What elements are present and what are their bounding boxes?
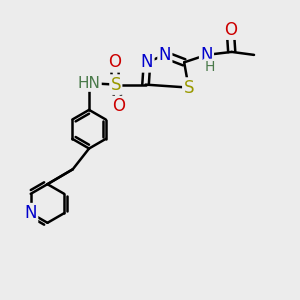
Text: N: N (141, 53, 153, 71)
Text: N: N (25, 204, 37, 222)
Text: S: S (111, 76, 121, 94)
Text: H: H (204, 60, 214, 74)
Text: O: O (224, 21, 237, 39)
Text: HN: HN (78, 76, 100, 91)
Text: N: N (200, 46, 213, 64)
Text: N: N (159, 46, 171, 64)
Text: S: S (183, 79, 194, 97)
Text: O: O (112, 97, 125, 115)
Text: O: O (108, 53, 121, 71)
